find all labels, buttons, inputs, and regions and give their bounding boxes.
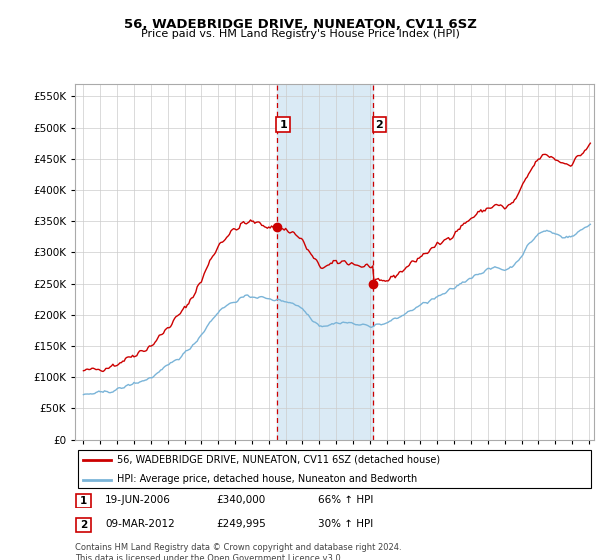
Text: £249,995: £249,995 [216,519,266,529]
Text: 2: 2 [376,119,383,129]
Text: Contains HM Land Registry data © Crown copyright and database right 2024.
This d: Contains HM Land Registry data © Crown c… [75,543,401,560]
Text: Price paid vs. HM Land Registry's House Price Index (HPI): Price paid vs. HM Land Registry's House … [140,29,460,39]
Text: 2: 2 [80,520,87,530]
Text: 09-MAR-2012: 09-MAR-2012 [105,519,175,529]
Bar [277,84,373,440]
Text: 19-JUN-2006: 19-JUN-2006 [105,494,171,505]
Text: 66% ↑ HPI: 66% ↑ HPI [318,494,373,505]
Text: 1: 1 [80,496,87,506]
FancyBboxPatch shape [76,517,91,532]
Text: 30% ↑ HPI: 30% ↑ HPI [318,519,373,529]
Text: 56, WADEBRIDGE DRIVE, NUNEATON, CV11 6SZ: 56, WADEBRIDGE DRIVE, NUNEATON, CV11 6SZ [124,18,476,31]
Text: HPI: Average price, detached house, Nuneaton and Bedworth: HPI: Average price, detached house, Nune… [116,474,417,484]
Text: £340,000: £340,000 [216,494,265,505]
FancyBboxPatch shape [76,493,91,508]
FancyBboxPatch shape [77,450,592,488]
Text: 56, WADEBRIDGE DRIVE, NUNEATON, CV11 6SZ (detached house): 56, WADEBRIDGE DRIVE, NUNEATON, CV11 6SZ… [116,455,440,465]
Text: 1: 1 [279,119,287,129]
